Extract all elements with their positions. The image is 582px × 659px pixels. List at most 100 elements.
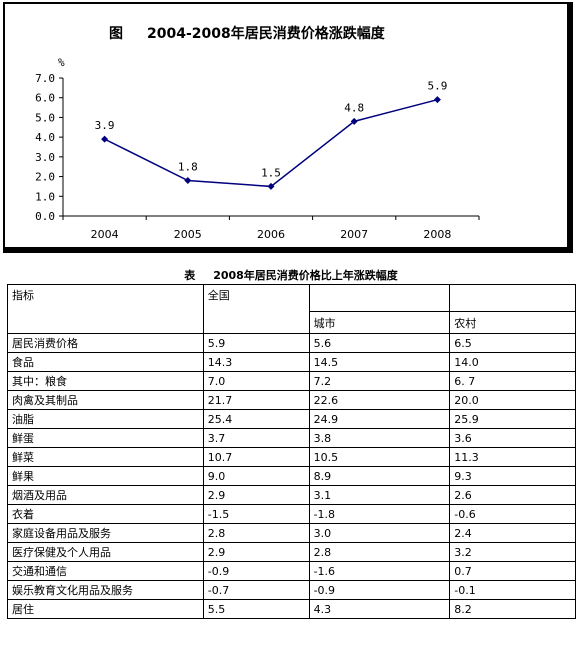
cell-urban: 8.9	[308, 466, 451, 486]
cell-national: 14.3	[202, 352, 310, 372]
cell-rural: 6. 7	[449, 371, 576, 391]
table-row: 衣着 -1.5 -1.8 -0.6	[7, 504, 576, 524]
row-indicator: 交通和通信	[7, 561, 204, 581]
chart-title: 2004-2008年居民消费价格涨跌幅度	[147, 25, 386, 42]
cell-urban: 7.2	[308, 371, 451, 391]
cell-rural: 11.3	[449, 447, 576, 467]
cell-rural: 2.4	[449, 523, 576, 543]
cell-national: 2.9	[202, 485, 310, 505]
y-tick-label: 1.0	[35, 190, 55, 203]
row-indicator: 鲜蛋	[7, 428, 204, 448]
chart-title-prefix: 图	[109, 26, 123, 42]
cell-urban: 3.1	[308, 485, 451, 505]
cell-national: 25.4	[202, 409, 310, 429]
y-axis-unit: %	[58, 56, 65, 69]
price-change-table: 指标 全国 城市 农村 居民消费价格 5.9 5.6 6.5 食品 14.3 14.5 14.…	[7, 284, 576, 619]
cell-urban: 4.3	[308, 599, 451, 619]
y-tick-label: 7.0	[35, 72, 55, 85]
y-tick-label: 0.0	[35, 210, 55, 223]
table-header-row: 指标 全国	[7, 284, 576, 334]
cell-urban: 3.8	[308, 428, 451, 448]
cell-national: -1.5	[202, 504, 310, 524]
cell-national: 9.0	[202, 466, 310, 486]
data-label: 1.5	[261, 166, 281, 179]
cell-urban: 24.9	[308, 409, 451, 429]
y-axis-ticks: 0.0 1.0 2.0 3.0 4.0 5.0 6.0 7.0	[35, 72, 63, 223]
data-point	[433, 96, 441, 104]
row-indicator: 食品	[7, 352, 204, 372]
cell-national: 5.9	[202, 333, 310, 353]
cell-national: 21.7	[202, 390, 310, 410]
cell-urban: -1.8	[308, 504, 451, 524]
y-tick-label: 5.0	[35, 111, 55, 124]
x-tick-label: 2006	[257, 228, 285, 241]
cell-rural: 14.0	[449, 352, 576, 372]
cell-rural: -0.6	[449, 504, 576, 524]
table-row: 鲜果 9.0 8.9 9.3	[7, 466, 576, 486]
cell-rural: 6.5	[449, 333, 576, 353]
data-label: 4.8	[344, 101, 364, 114]
data-point	[267, 182, 275, 190]
line-chart: 图 2004-2008年居民消费价格涨跌幅度 % 0.0 1.0 2.0 3.0 4.0…	[35, 25, 480, 241]
cell-urban: 2.8	[308, 542, 451, 562]
table-row: 肉禽及其制品 21.7 22.6 20.0	[7, 390, 576, 410]
row-indicator: 娱乐教育文化用品及服务	[7, 580, 204, 600]
data-point	[184, 177, 192, 185]
header-rural: 农村	[449, 311, 576, 334]
table-title: 表 2008年居民消费价格比上年涨跌幅度	[0, 267, 582, 283]
cell-national: 5.5	[202, 599, 310, 619]
table-row: 鲜蛋 3.7 3.8 3.6	[7, 428, 576, 448]
cell-national: -0.7	[202, 580, 310, 600]
header-group-empty-2	[449, 284, 576, 312]
row-indicator: 医疗保健及个人用品	[7, 542, 204, 562]
row-indicator: 鲜菜	[7, 447, 204, 467]
chart-axes	[62, 78, 479, 217]
table-row: 油脂 25.4 24.9 25.9	[7, 409, 576, 429]
cell-national: 2.9	[202, 542, 310, 562]
y-tick-label: 2.0	[35, 171, 55, 184]
chart-frame: 图 2004-2008年居民消费价格涨跌幅度 % 0.0 1.0 2.0 3.0 4.0…	[3, 2, 573, 253]
table-row: 交通和通信 -0.9 -1.6 0.7	[7, 561, 576, 581]
cell-national: 3.7	[202, 428, 310, 448]
y-tick-label: 4.0	[35, 131, 55, 144]
table-title-text: 2008年居民消费价格比上年涨跌幅度	[213, 269, 398, 282]
row-indicator: 家庭设备用品及服务	[7, 523, 204, 543]
x-axis-ticks: 2004 2005 2006 2007 2008	[62, 216, 480, 241]
data-labels: 3.9 1.8 1.5 4.8 5.9	[95, 80, 448, 180]
cell-rural: 20.0	[449, 390, 576, 410]
header-national: 全国	[202, 284, 310, 334]
table-row: 医疗保健及个人用品 2.9 2.8 3.2	[7, 542, 576, 562]
y-tick-label: 6.0	[35, 92, 55, 105]
data-label: 5.9	[427, 80, 447, 93]
data-label: 3.9	[95, 119, 115, 132]
cell-rural: -0.1	[449, 580, 576, 600]
cell-rural: 9.3	[449, 466, 576, 486]
cell-rural: 0.7	[449, 561, 576, 581]
row-indicator: 居住	[7, 599, 204, 619]
row-indicator: 其中：粮食	[7, 371, 204, 391]
cell-rural: 2.6	[449, 485, 576, 505]
header-group-empty	[308, 284, 451, 312]
table-row: 烟酒及用品 2.9 3.1 2.6	[7, 485, 576, 505]
x-tick-label: 2008	[423, 228, 451, 241]
cell-urban: -1.6	[308, 561, 451, 581]
row-indicator: 肉禽及其制品	[7, 390, 204, 410]
cell-urban: 5.6	[308, 333, 451, 353]
x-tick-label: 2005	[174, 228, 202, 241]
cell-rural: 3.6	[449, 428, 576, 448]
cell-national: -0.9	[202, 561, 310, 581]
cell-national: 2.8	[202, 523, 310, 543]
cell-national: 10.7	[202, 447, 310, 467]
table-row: 居民消费价格 5.9 5.6 6.5	[7, 333, 576, 353]
cell-urban: -0.9	[308, 580, 451, 600]
cell-urban: 14.5	[308, 352, 451, 372]
row-indicator: 油脂	[7, 409, 204, 429]
table-row: 居住 5.5 4.3 8.2	[7, 599, 576, 619]
series-line	[101, 96, 441, 190]
row-indicator: 衣着	[7, 504, 204, 524]
cell-national: 7.0	[202, 371, 310, 391]
row-indicator: 居民消费价格	[7, 333, 204, 353]
x-tick-label: 2007	[340, 228, 368, 241]
data-point	[101, 135, 109, 143]
cell-rural: 8.2	[449, 599, 576, 619]
